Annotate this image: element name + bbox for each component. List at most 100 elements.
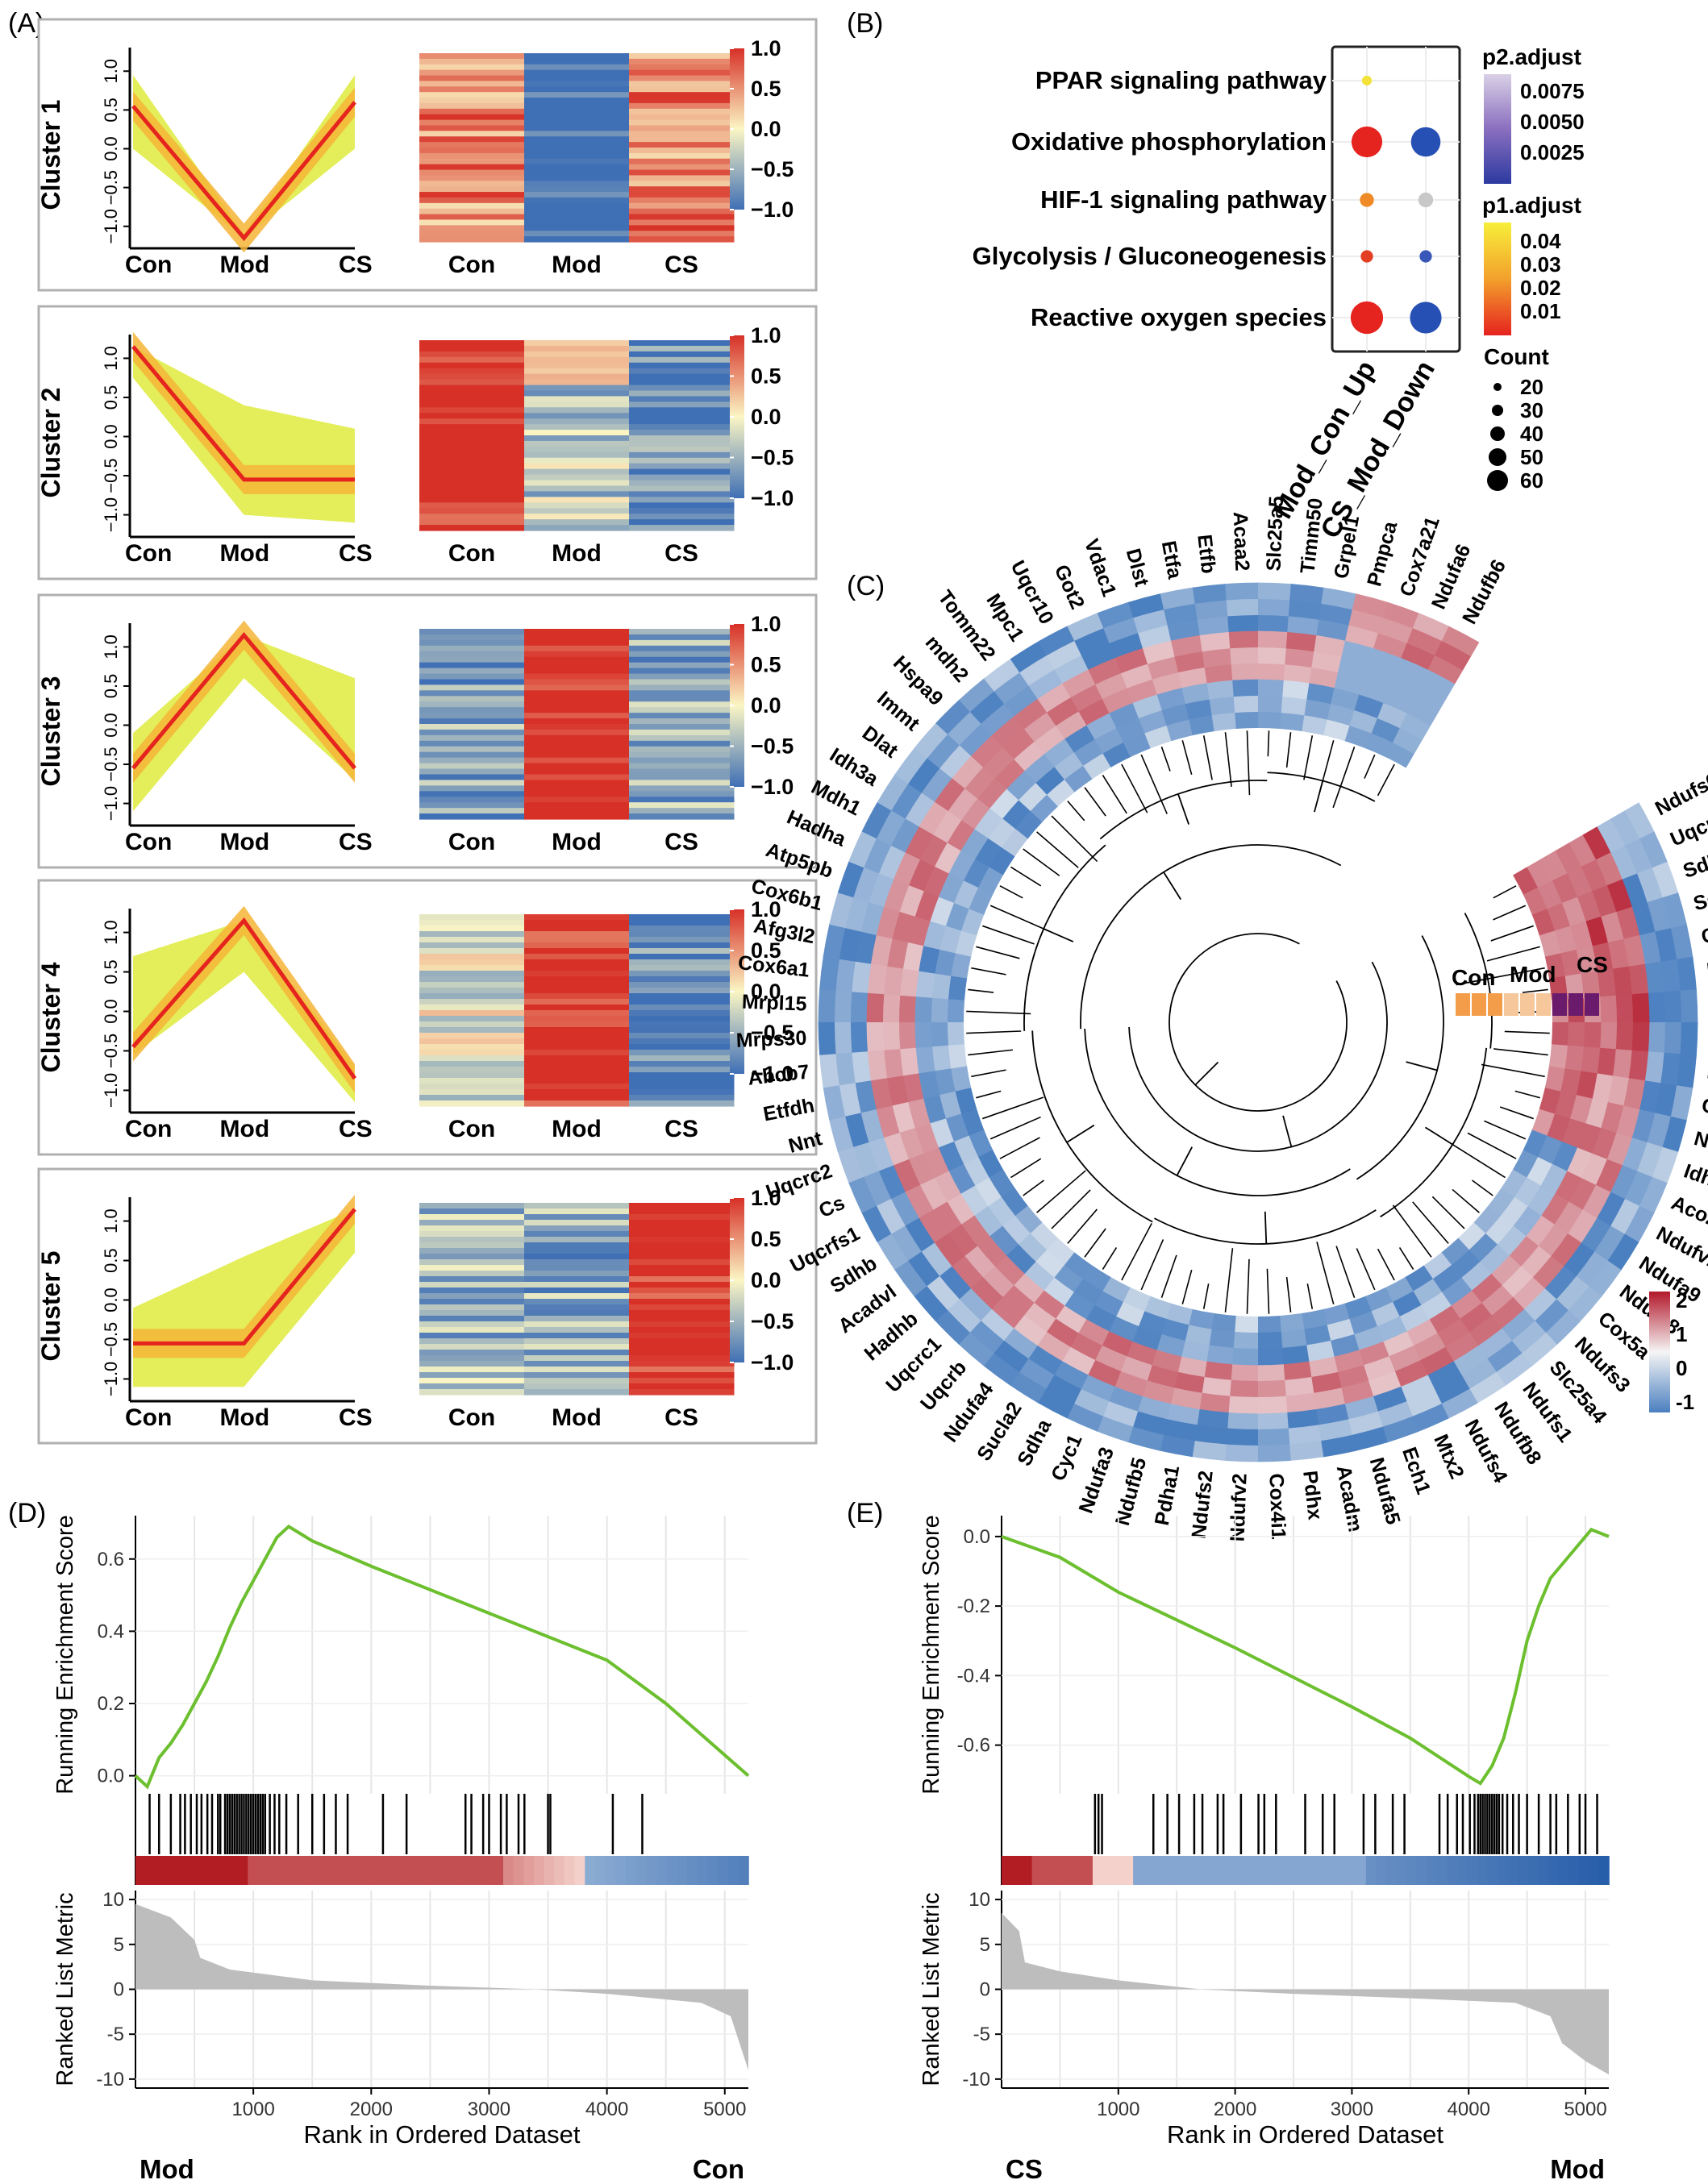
- dendro-leaf: [1481, 967, 1545, 981]
- circ-heat-cell: [1566, 866, 1593, 899]
- circ-heat-cell: [1054, 751, 1085, 780]
- heatmap-legend-label: −1.0: [751, 486, 794, 510]
- circ-heat-cell: [1414, 684, 1448, 713]
- heatmap-cell: [629, 679, 735, 686]
- heatmap-cell: [419, 219, 525, 226]
- heatmap-cell: [524, 1333, 630, 1339]
- heatmap-cell: [629, 148, 735, 154]
- gene-label: Etfa: [1157, 539, 1186, 581]
- circ-heat-cell: [1523, 887, 1548, 916]
- circ-heat-cell: [1010, 640, 1048, 673]
- es-y-tick-label: 0.0: [964, 1526, 990, 1548]
- circ-heat-cell: [1527, 1185, 1556, 1217]
- heatmap-cell: [629, 746, 735, 753]
- circ-heat-cell: [1023, 1301, 1056, 1333]
- circ-heat-cell: [989, 1225, 1019, 1256]
- heatmap-cell: [629, 1027, 735, 1034]
- heatmap-cell: [419, 92, 525, 98]
- heatmap-x-label: CS: [664, 252, 698, 278]
- heatmap-cell: [629, 385, 735, 392]
- rank-color-cell: [1385, 1856, 1398, 1885]
- rank-color-cell: [1254, 1856, 1266, 1885]
- heatmap-cell: [524, 1248, 630, 1254]
- heatmap-legend-label: 0.5: [751, 77, 781, 101]
- heatmap-cell: [419, 407, 525, 414]
- heatmap-cell: [524, 679, 630, 686]
- heatmap-cell: [629, 1350, 735, 1356]
- dendro-leaf: [1356, 1248, 1376, 1291]
- circ-heat-cell: [1644, 1051, 1664, 1085]
- circ-heat-cell: [1233, 1315, 1258, 1333]
- heatmap-cell: [629, 451, 735, 459]
- circ-heat-cell: [877, 1163, 906, 1200]
- heatmap-legend-label: 0.0: [751, 117, 781, 141]
- circ-heat-cell: [1114, 647, 1149, 674]
- heatmap-cell: [629, 1282, 735, 1288]
- heatmap-cell: [419, 525, 525, 531]
- circ-heat-cell: [1606, 879, 1633, 913]
- dendro-stem: [1456, 978, 1489, 986]
- circ-heat-cell: [1223, 1444, 1258, 1462]
- heatmap-cell: [629, 965, 735, 971]
- circ-heat-cell: [1120, 663, 1154, 688]
- circ-heat-cell: [994, 1254, 1025, 1286]
- line-center: [131, 101, 356, 242]
- rank-color-cell: [1315, 1856, 1327, 1885]
- rank-color-cell: [227, 1856, 239, 1885]
- circ-heat-cell: [1353, 1326, 1384, 1350]
- circ-heat-cell: [913, 1284, 948, 1321]
- circ-heat-cell: [1385, 742, 1414, 768]
- dendro-leaf: [989, 1116, 1041, 1140]
- gene-label: Got2: [1050, 561, 1089, 612]
- circ-heat-cell: [1615, 994, 1634, 1024]
- count-legend-label: 30: [1520, 398, 1543, 422]
- heatmap-cell: [524, 214, 630, 221]
- y-tick-label: 1.0: [101, 59, 121, 84]
- heatmap-cell: [419, 679, 525, 686]
- circ-heat-cell: [919, 801, 949, 835]
- circ-heat-cell: [1537, 1135, 1563, 1166]
- circ-heat-cell: [1062, 668, 1097, 698]
- heatmap-cell: [629, 152, 735, 160]
- dendro-leaf: [1160, 1254, 1177, 1298]
- circ-heat-cell: [1158, 1434, 1195, 1458]
- heatmap-cell: [629, 1327, 735, 1333]
- rank-color-cell: [1163, 1856, 1175, 1885]
- circ-heat-cell: [907, 756, 941, 793]
- heatmap-cell: [629, 1208, 735, 1215]
- heatmap-legend-label: −1.0: [751, 1350, 794, 1375]
- circ-heat-cell: [1512, 1150, 1539, 1179]
- metric-y-axis-label: Ranked List Metric: [919, 1892, 944, 2086]
- circ-heat-cell: [870, 1076, 893, 1110]
- rank-color-cell: [1356, 1856, 1367, 1885]
- circ-heat-cell: [1156, 1333, 1185, 1357]
- circ-heat-cell: [1570, 921, 1593, 951]
- circ-heat-cell: [1580, 1217, 1611, 1254]
- circ-heat-cell: [1167, 618, 1202, 642]
- circ-heat-cell: [823, 1084, 846, 1121]
- circ-heat-cell: [1312, 1387, 1346, 1410]
- gene-label: Ndufa7: [1692, 1127, 1708, 1167]
- heatmap-cell: [629, 1344, 735, 1350]
- x-tick-label: Con: [125, 829, 172, 855]
- circ-heat-cell: [1014, 740, 1046, 772]
- circ-heat-cell: [1064, 764, 1094, 792]
- circ-heat-cell: [1165, 1303, 1193, 1325]
- heatmap-cell: [629, 1067, 735, 1073]
- circ-heat-cell: [1520, 1332, 1557, 1367]
- heatmap-cell: [419, 1333, 525, 1339]
- heatmap-cell: [419, 1016, 525, 1022]
- circ-heat-cell: [1256, 1412, 1289, 1430]
- dendro-branch: [1084, 1029, 1351, 1196]
- circ-heat-cell: [1364, 664, 1397, 689]
- circ-heat-cell: [1073, 1278, 1103, 1306]
- circ-heat-cell: [1655, 928, 1677, 963]
- heatmap-cell: [524, 1084, 630, 1090]
- circ-heat-cell: [1081, 642, 1117, 671]
- circ-heat-cell: [1562, 896, 1586, 927]
- rank-color-cell: [156, 1856, 167, 1885]
- circ-heat-cell: [914, 995, 933, 1022]
- circ-heat-cell: [1208, 1329, 1235, 1349]
- heatmap-cell: [419, 914, 525, 921]
- heatmap-cell: [629, 791, 735, 797]
